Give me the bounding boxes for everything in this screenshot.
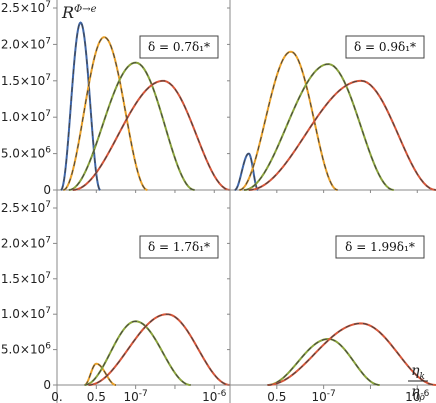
- y-tick-label: 2.5×107: [1, 0, 51, 15]
- legend-frame: [335, 235, 425, 259]
- y-tick-label: 5.0×106: [1, 146, 51, 161]
- panel-3: δ = 1.7δ₁*: [57, 235, 231, 386]
- x-tick-label: 0.: [51, 390, 62, 403]
- legend-box: δ = 1.99δ₁*: [335, 235, 425, 259]
- series-red-line: [248, 79, 436, 191]
- series-green-dashed-overlay: [243, 63, 394, 191]
- x-axis-title-numerator: ηk: [411, 363, 425, 382]
- series-orange-line: [62, 36, 148, 191]
- y-tick-label: 1.0×107: [1, 306, 51, 321]
- y-axis-title-R: R: [61, 3, 74, 22]
- y-tick-label: 0: [43, 378, 51, 392]
- series-red-line: [72, 79, 231, 191]
- y-tick-label: 0: [43, 183, 51, 197]
- y-tick-label: 2.0×107: [1, 36, 51, 51]
- x-tick-label: 10-6: [202, 389, 227, 403]
- legend-label: δ = 0.7δ₁*: [148, 40, 210, 54]
- series-blue-dashed-overlay: [234, 153, 259, 191]
- y-tick-label: 2.0×107: [1, 235, 51, 250]
- panels: δ = 0.7δ₁* δ = 0.9δ₁* δ = 1.7δ₁* δ = 1.99δ₁…: [56, 0, 436, 403]
- legend-box: δ = 0.9δ₁*: [345, 35, 425, 59]
- series-green-line: [84, 320, 191, 386]
- y-ticks: 0 5.0×106 1.0×107 1.5×107 2.0×107 2.5×107 0 5.0…: [1, 0, 230, 392]
- series-red-dashed-overlay: [248, 80, 436, 191]
- series-red-dashed-overlay: [267, 322, 436, 386]
- series-green-line: [243, 63, 395, 191]
- series-orange-dashed-overlay: [84, 363, 117, 386]
- legend-frame: [139, 35, 219, 59]
- x-ticks: 0. 0.5 10-7 10-6 0.5 10-7 10-6: [51, 190, 430, 403]
- y-axis-title-sup: Φ→e: [74, 4, 97, 15]
- legend-label: δ = 1.7δ₁*: [148, 240, 210, 254]
- series-green-dashed-overlay: [68, 62, 195, 191]
- series-orange-dashed-overlay: [239, 51, 338, 191]
- y-tick-label: 1.5×107: [1, 73, 51, 88]
- panel-2: δ = 0.9δ₁*: [230, 35, 436, 191]
- series-red-dashed-overlay: [88, 313, 231, 386]
- y-tick-label: 5.0×106: [1, 342, 51, 357]
- y-axis-title: RΦ→e: [61, 3, 97, 22]
- series-green-dashed-overlay: [84, 320, 191, 386]
- x-tick-label: 0.5: [267, 390, 286, 403]
- x-tick-label: 10-7: [312, 389, 336, 403]
- legend-box: δ = 1.7δ₁*: [139, 235, 219, 259]
- x-axis-title-denominator: ηρ: [411, 384, 425, 403]
- x-axis-title: ηk ηρ: [408, 363, 428, 403]
- legend-label: δ = 1.99δ₁*: [345, 240, 415, 254]
- series-orange-dashed-overlay: [63, 36, 148, 191]
- legend-frame: [139, 235, 219, 259]
- panel-1: δ = 0.7δ₁*: [57, 21, 231, 191]
- legend-label: δ = 0.9δ₁*: [354, 40, 416, 54]
- y-tick-label: 1.5×107: [1, 271, 51, 286]
- x-tick-label: 10-6: [405, 389, 430, 403]
- x-tick-label: 0.5: [87, 390, 106, 403]
- y-tick-label: 1.0×107: [1, 109, 51, 124]
- series-green-dashed-overlay: [267, 338, 380, 386]
- panel-4: δ = 1.99δ₁*: [230, 235, 436, 386]
- y-tick-label: 2.5×107: [1, 200, 51, 215]
- legend-box: δ = 0.7δ₁*: [139, 35, 219, 59]
- series-blue-line: [60, 21, 101, 191]
- legend-frame: [345, 35, 425, 59]
- x-tick-label: 10-7: [124, 389, 148, 403]
- series-red-line: [88, 313, 231, 386]
